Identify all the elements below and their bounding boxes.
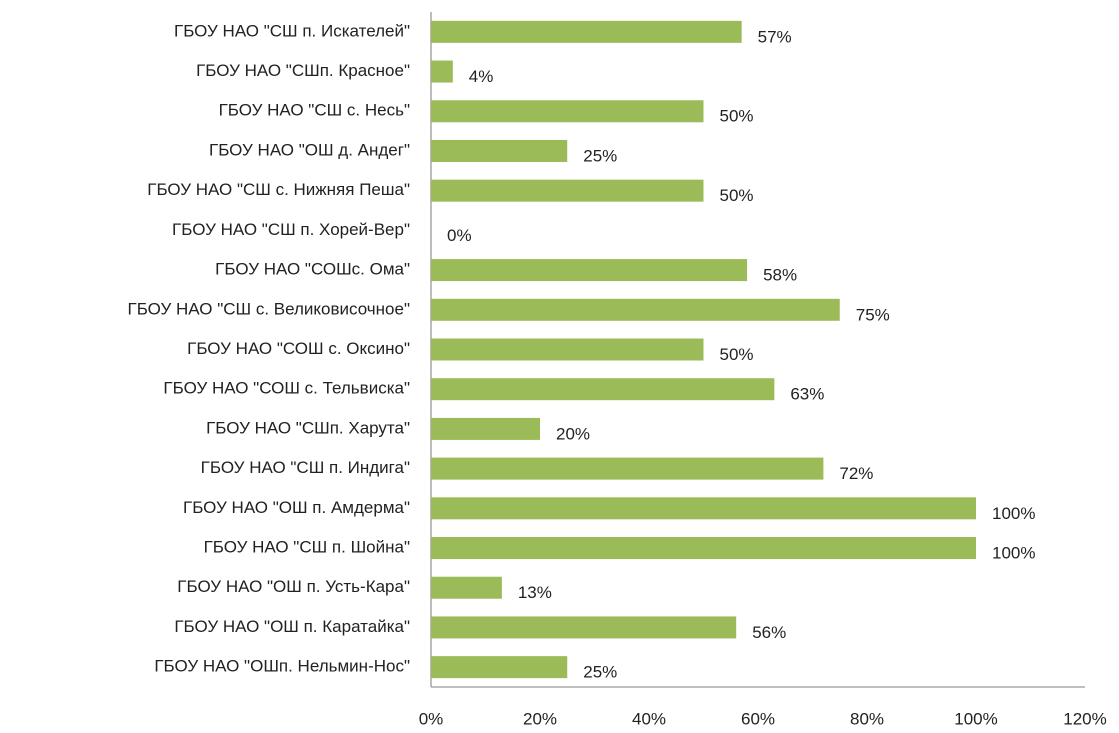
bar	[431, 100, 704, 123]
y-tick-label: ГБОУ НАО "ОШ п. Амдерма"	[183, 498, 410, 517]
x-tick-label: 120%	[1063, 709, 1106, 728]
data-label: 25%	[583, 663, 617, 682]
bar	[431, 537, 976, 560]
data-label: 56%	[752, 623, 786, 642]
data-label: 63%	[790, 385, 824, 404]
y-tick-label: ГБОУ НАО "СОШ с. Оксино"	[187, 339, 410, 358]
y-tick-label: ГБОУ НАО "ОШ п. Каратайка"	[174, 617, 410, 636]
data-label: 75%	[856, 305, 890, 324]
y-tick-label: ГБОУ НАО "СШп. Красное"	[196, 61, 410, 80]
y-tick-label: ГБОУ НАО "ОШ д. Андег"	[209, 140, 410, 159]
data-label: 4%	[469, 67, 494, 86]
y-tick-label: ГБОУ НАО "СОШс. Ома"	[215, 260, 410, 279]
data-label: 100%	[992, 544, 1035, 563]
bar	[431, 259, 748, 282]
bar	[431, 20, 742, 43]
bar	[431, 417, 540, 440]
data-label: 13%	[518, 583, 552, 602]
bar	[431, 656, 568, 679]
y-tick-label: ГБОУ НАО "СШп. Харута"	[206, 418, 410, 437]
data-label: 50%	[720, 186, 754, 205]
data-label: 72%	[839, 464, 873, 483]
bar	[431, 576, 502, 599]
data-label: 25%	[583, 146, 617, 165]
data-label: 57%	[758, 27, 792, 46]
bar	[431, 60, 453, 83]
data-label: 58%	[763, 266, 797, 285]
data-label: 50%	[720, 107, 754, 126]
bar	[431, 298, 840, 321]
y-tick-label: ГБОУ НАО "ОШп. Нельмин-Нос"	[154, 657, 410, 676]
x-tick-label: 80%	[850, 709, 884, 728]
bar	[431, 378, 775, 401]
y-tick-label: ГБОУ НАО "СШ п. Искателей"	[174, 21, 410, 40]
y-tick-label: ГБОУ НАО "СШ п. Шойна"	[204, 538, 410, 557]
x-tick-label: 0%	[419, 709, 444, 728]
x-tick-label: 100%	[954, 709, 997, 728]
y-tick-label: ГБОУ НАО "СШ п. Хорей-Вер"	[172, 220, 410, 239]
data-label: 50%	[720, 345, 754, 364]
y-tick-label: ГБОУ НАО "СОШ с. Тельвиска"	[163, 379, 410, 398]
data-label: 100%	[992, 504, 1035, 523]
bar	[431, 616, 737, 639]
bar	[431, 179, 704, 202]
data-label: 0%	[447, 226, 472, 245]
data-label: 20%	[556, 424, 590, 443]
y-tick-label: ГБОУ НАО "СШ п. Индига"	[201, 458, 410, 477]
x-tick-label: 20%	[523, 709, 557, 728]
y-tick-label: ГБОУ НАО "СШ с. Нижняя Пеша"	[147, 180, 410, 199]
bar	[431, 338, 704, 361]
y-tick-label: ГБОУ НАО "ОШ п. Усть-Кара"	[177, 577, 410, 596]
bar	[431, 139, 568, 162]
bar	[431, 497, 976, 520]
y-tick-label: ГБОУ НАО "СШ с. Великовисочное"	[127, 299, 410, 318]
bar	[431, 457, 824, 480]
y-tick-label: ГБОУ НАО "СШ с. Несь"	[219, 101, 410, 120]
x-tick-label: 40%	[632, 709, 666, 728]
x-tick-label: 60%	[741, 709, 775, 728]
